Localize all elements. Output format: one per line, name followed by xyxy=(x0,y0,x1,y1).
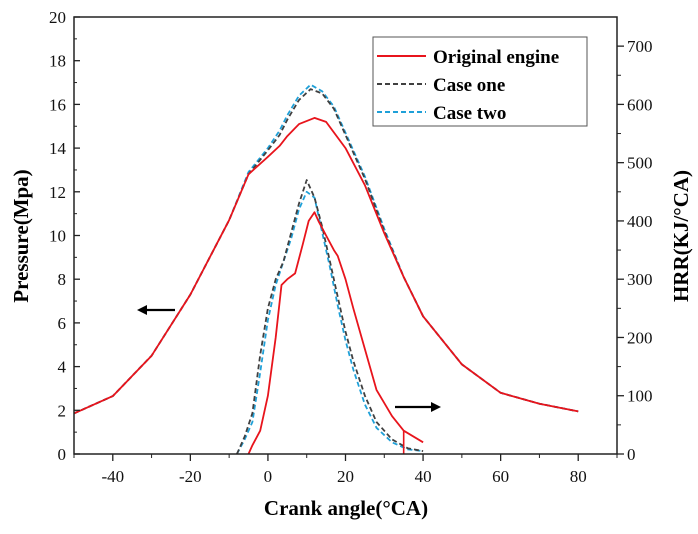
legend: Original engine Case one Case two xyxy=(372,36,588,127)
y-tick-label: 2 xyxy=(58,401,67,420)
x-tick-label: 80 xyxy=(570,467,587,486)
y-tick-label: 8 xyxy=(58,270,67,289)
left-arrow-annotation xyxy=(137,305,175,315)
y-tick-label: 12 xyxy=(49,183,66,202)
y-tick-label: 10 xyxy=(49,227,66,246)
case-two-hrr-line xyxy=(236,190,424,455)
axes: -40 -20 0 20 40 60 800246810121416182001002003… xyxy=(49,8,653,486)
y-tick-label: 6 xyxy=(58,314,67,333)
x-axis-label: Crank angle(°CA) xyxy=(264,496,428,520)
original-engine-pressure-line xyxy=(73,117,579,415)
x-tick-label: 0 xyxy=(264,467,273,486)
left-arrow-icon xyxy=(137,305,147,315)
y-tick-label: 16 xyxy=(49,95,66,114)
y2-tick-label: 700 xyxy=(627,37,653,56)
y2-tick-label: 600 xyxy=(627,95,653,114)
x-tick-label: 40 xyxy=(415,467,432,486)
legend-label-original-engine: Original engine xyxy=(433,47,559,68)
x-tick-label: -20 xyxy=(179,467,202,486)
y2-tick-label: 200 xyxy=(627,328,653,347)
legend-box xyxy=(372,36,588,127)
right-arrow-annotation xyxy=(395,402,441,412)
y-tick-label: 20 xyxy=(49,8,66,27)
y2-tick-label: 500 xyxy=(627,154,653,173)
y2-tick-label: 300 xyxy=(627,270,653,289)
right-arrow-icon xyxy=(431,402,441,412)
y2-axis-label: HRR(KJ/°CA) xyxy=(669,170,693,302)
original-engine-hrr-line xyxy=(247,211,424,455)
x-tick-label: 60 xyxy=(492,467,509,486)
y2-tick-label: 0 xyxy=(627,445,636,464)
y2-tick-label: 100 xyxy=(627,387,653,406)
legend-label-case-one: Case one xyxy=(433,75,505,96)
y-tick-label: 18 xyxy=(49,52,66,71)
x-tick-label: -40 xyxy=(101,467,124,486)
legend-label-case-two: Case two xyxy=(433,103,506,124)
y-axis-label: Pressure(Mpa) xyxy=(9,169,33,302)
case-two-pressure-line xyxy=(73,83,579,415)
x-tick-label: 20 xyxy=(337,467,354,486)
y-tick-label: 4 xyxy=(58,358,67,377)
y-tick-label: 0 xyxy=(58,445,67,464)
y-tick-label: 14 xyxy=(49,139,67,158)
curves xyxy=(73,83,579,455)
y2-tick-label: 400 xyxy=(627,212,653,231)
